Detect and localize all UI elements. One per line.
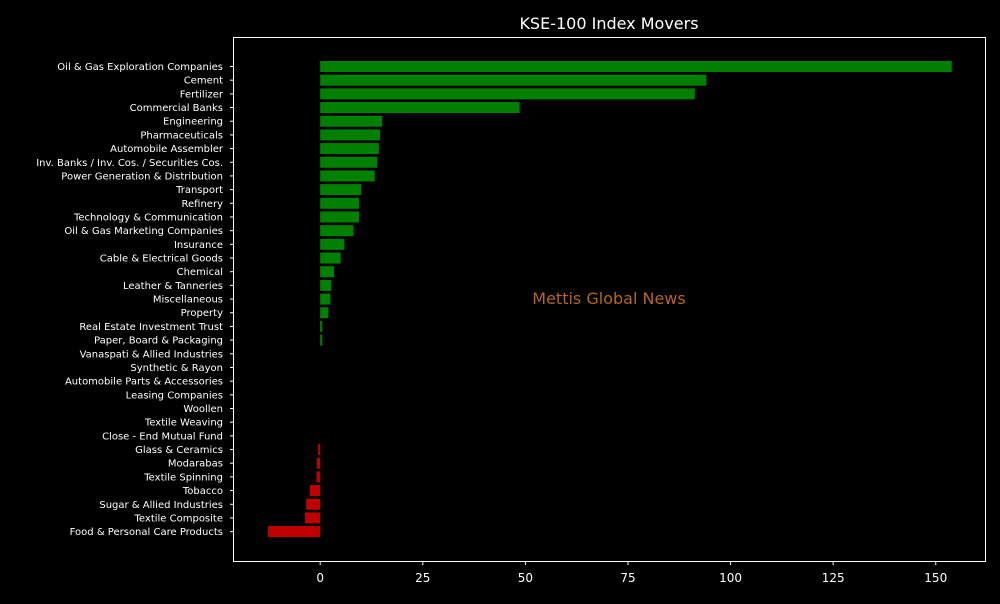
category-label-refinery: Refinery bbox=[182, 199, 224, 210]
bar-transport bbox=[320, 184, 362, 196]
category-label-miscellaneous: Miscellaneous bbox=[153, 295, 223, 306]
category-label-automobile-parts-accessories: Automobile Parts & Accessories bbox=[65, 377, 223, 388]
category-label-textile-composite: Textile Composite bbox=[134, 513, 223, 524]
x-tick-label: 75 bbox=[620, 571, 635, 585]
category-label-paper-board-packaging: Paper, Board & Packaging bbox=[94, 336, 223, 347]
category-label-glass-ceramics: Glass & Ceramics bbox=[135, 445, 223, 456]
bar-insurance bbox=[320, 238, 345, 250]
bar-glass-ceramics bbox=[318, 444, 321, 456]
category-label-leather-tanneries: Leather & Tanneries bbox=[123, 281, 223, 292]
category-labels: Oil & Gas Exploration Companies Cement Fer… bbox=[36, 62, 234, 538]
x-tick-label: 0 bbox=[316, 571, 324, 585]
category-label-fertilizer: Fertilizer bbox=[180, 89, 224, 100]
category-label-cement: Cement bbox=[184, 76, 223, 87]
category-label-leasing-companies: Leasing Companies bbox=[126, 390, 223, 401]
bar-textile-composite bbox=[304, 512, 321, 524]
bar-miscellaneous bbox=[320, 293, 331, 305]
bar-fertilizer bbox=[320, 88, 695, 100]
bar-textile-spinning bbox=[316, 471, 321, 483]
bar-tobacco bbox=[309, 485, 321, 497]
bar-automobile-assembler bbox=[320, 143, 379, 155]
watermark-text: Mettis Global News bbox=[532, 289, 685, 308]
category-label-property: Property bbox=[181, 308, 223, 319]
category-label-modarabas: Modarabas bbox=[168, 459, 223, 470]
bar-commercial-banks bbox=[320, 102, 520, 114]
bar-oil-gas-exploration-companies bbox=[320, 61, 952, 72]
bar-food-personal-care-products bbox=[268, 526, 321, 538]
bar-pharmaceuticals bbox=[320, 129, 381, 141]
category-label-pharmaceuticals: Pharmaceuticals bbox=[140, 130, 223, 141]
bar-power-generation-distribution bbox=[320, 170, 375, 182]
x-tick-label: 150 bbox=[924, 571, 947, 585]
bar-technology-communication bbox=[320, 211, 360, 223]
x-axis-ticks: 0 25 50 75 100 125 150 bbox=[316, 561, 947, 585]
category-label-chemical: Chemical bbox=[177, 267, 223, 278]
category-label-synthetic-rayon: Synthetic & Rayon bbox=[130, 363, 223, 374]
bar-refinery bbox=[320, 197, 360, 209]
category-label-real-estate-investment-trust: Real Estate Investment Trust bbox=[79, 322, 223, 333]
bars-layer bbox=[268, 61, 952, 538]
category-label-insurance: Insurance bbox=[174, 240, 223, 251]
category-label-oil-gas-exploration-companies: Oil & Gas Exploration Companies bbox=[57, 62, 223, 73]
category-label-technology-communication: Technology & Communication bbox=[73, 212, 223, 223]
bar-inv-banks-inv-cos-securities-cos bbox=[320, 156, 378, 168]
x-tick-label: 50 bbox=[518, 571, 533, 585]
chart-title: KSE-100 Index Movers bbox=[519, 14, 698, 33]
category-label-inv-banks-inv-cos-securities-cos: Inv. Banks / Inv. Cos. / Securities Cos. bbox=[36, 158, 223, 169]
plot-frame bbox=[233, 37, 986, 562]
bar-sugar-allied-industries bbox=[306, 498, 321, 510]
category-label-vanaspati-allied-industries: Vanaspati & Allied Industries bbox=[80, 349, 223, 360]
bar-chemical bbox=[320, 266, 335, 278]
category-label-textile-weaving: Textile Weaving bbox=[144, 418, 223, 429]
x-tick-label: 25 bbox=[415, 571, 430, 585]
x-tick-label: 125 bbox=[822, 571, 845, 585]
bar-oil-gas-marketing-companies bbox=[320, 225, 354, 237]
category-label-transport: Transport bbox=[175, 185, 223, 196]
bar-real-estate-investment-trust bbox=[320, 320, 323, 332]
bar-cable-electrical-goods bbox=[320, 252, 341, 264]
category-label-sugar-allied-industries: Sugar & Allied Industries bbox=[99, 500, 223, 511]
category-label-food-personal-care-products: Food & Personal Care Products bbox=[70, 527, 223, 538]
category-label-tobacco: Tobacco bbox=[182, 486, 223, 497]
bar-cement bbox=[320, 74, 707, 86]
bar-leather-tanneries bbox=[320, 279, 332, 291]
category-label-commercial-banks: Commercial Banks bbox=[130, 103, 223, 114]
bar-modarabas bbox=[316, 457, 321, 469]
category-label-close-end-mutual-fund: Close - End Mutual Fund bbox=[102, 431, 223, 442]
bar-property bbox=[320, 307, 329, 319]
category-label-power-generation-distribution: Power Generation & Distribution bbox=[61, 171, 223, 182]
category-label-automobile-assembler: Automobile Assembler bbox=[110, 144, 224, 155]
bar-engineering bbox=[320, 115, 383, 127]
category-label-engineering: Engineering bbox=[163, 117, 223, 128]
category-label-textile-spinning: Textile Spinning bbox=[143, 472, 223, 483]
category-label-oil-gas-marketing-companies: Oil & Gas Marketing Companies bbox=[64, 226, 223, 237]
category-label-cable-electrical-goods: Cable & Electrical Goods bbox=[100, 254, 223, 265]
x-tick-label: 100 bbox=[719, 571, 742, 585]
bar-paper-board-packaging bbox=[320, 334, 323, 346]
category-label-woollen: Woollen bbox=[183, 404, 223, 415]
